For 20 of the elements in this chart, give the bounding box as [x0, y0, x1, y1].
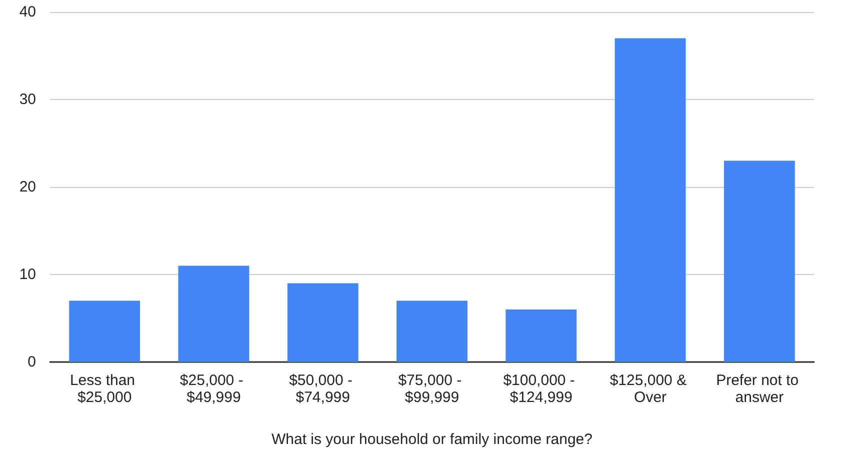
x-tick-label: Less than $25,000: [70, 372, 140, 406]
x-tick-label: Prefer not to answer: [716, 372, 803, 406]
bar: [506, 310, 577, 362]
x-tick-label: $125,000 & Over: [610, 372, 691, 406]
y-tick-label: 30: [19, 91, 36, 108]
x-tick-label: $100,000 - $124,999: [503, 372, 580, 406]
y-tick-label: 20: [19, 178, 36, 196]
bar: [724, 160, 795, 362]
bar: [178, 266, 250, 362]
bar: [614, 38, 686, 362]
x-tick-label: $25,000 - $49,999: [180, 372, 248, 406]
x-tick-label: $50,000 - $74,999: [289, 372, 357, 406]
x-axis-title: What is your household or family income range?: [272, 431, 592, 448]
y-tick-label: 0: [28, 354, 36, 370]
y-tick-label: 40: [19, 4, 36, 20]
bar: [69, 300, 140, 362]
y-tick-label: 10: [19, 266, 36, 283]
x-tick-label: $75,000 - $99,999: [398, 372, 466, 406]
bar: [396, 300, 468, 362]
bar: [287, 283, 358, 362]
